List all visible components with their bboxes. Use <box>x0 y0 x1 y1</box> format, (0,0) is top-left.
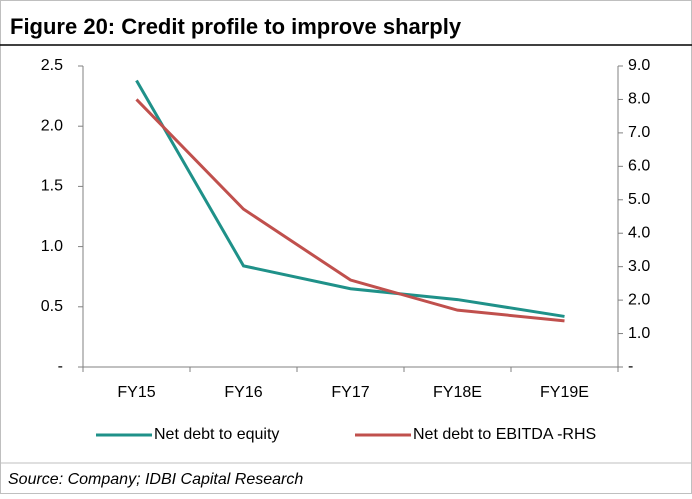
legend-label: Net debt to EBITDA -RHS <box>413 426 596 443</box>
y2-tick-label: 1.0 <box>628 325 650 342</box>
y2-tick-label: 7.0 <box>628 124 650 141</box>
y-tick-label: 2.5 <box>41 57 63 74</box>
y2-tick-label: 4.0 <box>628 224 650 241</box>
x-tick-label: FY19E <box>540 384 589 401</box>
source: Source: Company; IDBI Capital Research <box>8 471 303 488</box>
y2-tick-label: 3.0 <box>628 258 650 275</box>
y-tick-label: 1.5 <box>41 178 63 195</box>
x-tick-label: FY17 <box>331 384 369 401</box>
x-tick-label: FY18E <box>433 384 482 401</box>
series-line <box>135 79 565 318</box>
legend-label: Net debt to equity <box>154 426 279 443</box>
y2-tick-label: 6.0 <box>628 158 650 175</box>
y2-tick-label: 2.0 <box>628 291 650 308</box>
series-line <box>135 98 565 323</box>
x-tick-label: FY15 <box>117 384 155 401</box>
x-tick-label: FY16 <box>224 384 262 401</box>
y-tick-label: 2.0 <box>41 117 63 134</box>
y-tick-label: 0.5 <box>41 298 63 315</box>
y-tick-label: 1.0 <box>41 238 63 255</box>
y-tick-label: - <box>58 358 63 375</box>
chart-title: Figure 20: Credit profile to improve sha… <box>10 14 462 39</box>
y2-tick-label: - <box>628 358 633 375</box>
y2-tick-label: 8.0 <box>628 91 650 108</box>
y2-tick-label: 5.0 <box>628 191 650 208</box>
y2-tick-label: 9.0 <box>628 57 650 74</box>
